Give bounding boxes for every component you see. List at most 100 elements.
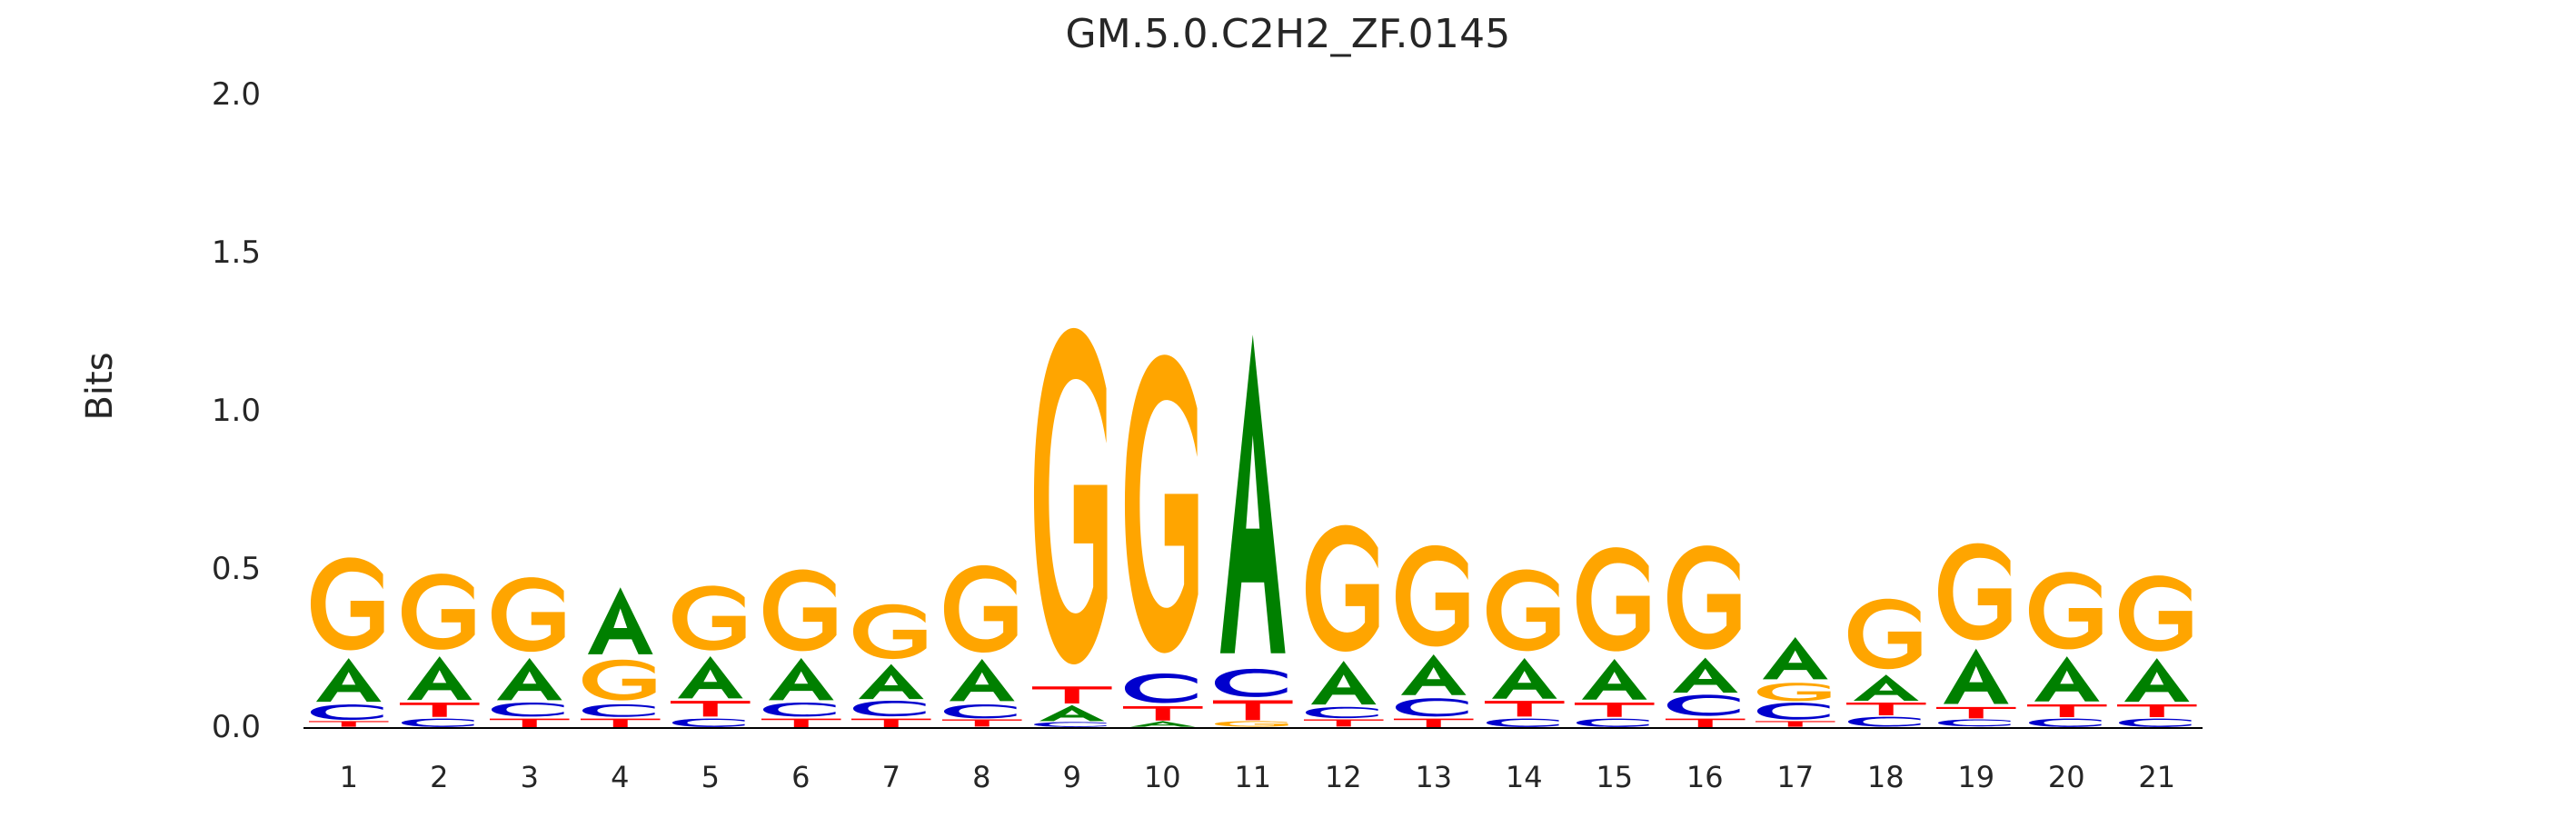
y-tick-label: 0.5 [211,551,261,587]
logo-letter-A [484,656,575,702]
x-tick-label: 5 [701,760,720,794]
logo-position-stack[interactable] [2112,571,2203,727]
logo-letter-T [1660,718,1751,727]
logo-position-stack[interactable] [484,573,575,728]
logo-position-stack[interactable] [1660,539,1751,727]
logo-letter-T [303,721,394,727]
logo-letter-A [1479,656,1570,701]
logo-letter-T [1569,702,1660,717]
logo-letter-A [575,584,666,657]
logo-letter-G [2112,571,2203,656]
x-tick-label: 15 [1596,760,1634,794]
logo-position-stack[interactable] [1208,321,1298,727]
logo-letter-A [1027,704,1118,722]
logo-stack-area [303,0,2203,818]
logo-letter-T [2022,703,2113,718]
x-tick-label: 1 [339,760,358,794]
logo-letter-C [1118,672,1208,705]
logo-letter-A [1931,646,2022,706]
logo-position-stack[interactable] [1841,594,1932,727]
logo-letter-G [1298,517,1389,660]
logo-letter-C [756,702,847,717]
y-tick-label: 1.5 [211,234,261,271]
logo-letter-A [1208,321,1298,667]
logo-position-stack[interactable] [665,582,756,727]
logo-position-stack[interactable] [1298,517,1389,727]
logo-position-stack[interactable] [1931,537,2022,727]
logo-letter-A [756,656,847,702]
logo-letter-G [1118,336,1208,672]
logo-letter-T [2112,703,2203,718]
logo-letter-T [484,718,575,727]
logo-position-stack[interactable] [394,569,485,727]
x-tick-label: 14 [1505,760,1543,794]
x-tick-label: 8 [972,760,991,794]
logo-letter-A [2022,654,2113,703]
logo-position-stack[interactable] [303,552,394,727]
x-tick-label: 3 [520,760,539,794]
logo-letter-T [1750,721,1841,727]
logo-letter-A [303,656,394,703]
logo-letter-C [1388,697,1479,718]
logo-letter-G [484,573,575,656]
logo-letter-G [756,564,847,656]
logo-letter-C [1027,722,1118,727]
logo-position-stack[interactable] [1750,635,1841,727]
logo-letter-A [1569,657,1660,702]
logo-position-stack[interactable] [846,601,937,727]
logo-position-stack[interactable] [1388,539,1479,727]
x-tick-label: 17 [1776,760,1815,794]
logo-letter-A [1118,721,1208,727]
logo-letter-G [1569,541,1660,658]
logo-letter-G [1750,682,1841,703]
logo-position-stack[interactable] [2022,567,2113,727]
y-tick-label: 0.0 [211,709,261,745]
logo-letter-C [1298,706,1389,719]
logo-letter-C [1750,702,1841,721]
logo-position-stack[interactable] [1027,307,1118,727]
logo-position-stack[interactable] [756,564,847,727]
x-tick-label: 7 [881,760,900,794]
logo-letter-G [303,552,394,656]
logo-letter-G [937,560,1028,658]
logo-letter-A [1388,653,1479,697]
logo-letter-C [2022,718,2113,727]
x-axis-baseline [303,727,2203,729]
logo-position-stack[interactable] [575,584,666,727]
page-title: GM.5.0.C2H2_ZF.0145 [1065,11,1511,57]
logo-letter-A [2112,656,2203,703]
logo-letter-C [394,718,485,727]
y-axis-ticks: 0.0 0.5 1.0 1.5 2.0 [0,0,309,818]
logo-letter-T [665,700,756,717]
logo-position-stack[interactable] [1118,336,1208,727]
logo-letter-T [575,718,666,727]
logo-position-stack[interactable] [937,560,1028,727]
x-tick-label: 18 [1866,760,1905,794]
logo-letter-T [1208,699,1298,721]
x-tick-label: 19 [1957,760,1995,794]
x-tick-label: 12 [1324,760,1362,794]
logo-letter-T [1841,702,1932,716]
logo-letter-T [846,718,937,727]
logo-letter-C [575,703,666,718]
logo-letter-C [1841,716,1932,727]
logo-position-stack[interactable] [1479,564,1570,727]
logo-letter-A [937,657,1028,703]
logo-letter-T [1027,685,1118,704]
x-tick-label: 21 [2138,760,2176,794]
logo-letter-G [394,569,485,654]
logo-letter-G [846,601,937,663]
x-tick-label: 11 [1234,760,1272,794]
logo-position-stack[interactable] [1569,541,1660,727]
logo-letter-A [1750,635,1841,681]
logo-letter-C [1569,718,1660,727]
y-tick-label: 2.0 [211,76,261,113]
logo-letter-G [1027,307,1118,685]
logo-letter-G [1931,537,2022,646]
logo-letter-T [394,702,485,717]
x-tick-label: 2 [430,760,449,794]
logo-letter-G [1479,564,1570,656]
logo-letter-C [484,702,575,717]
logo-letter-T [1298,719,1389,727]
